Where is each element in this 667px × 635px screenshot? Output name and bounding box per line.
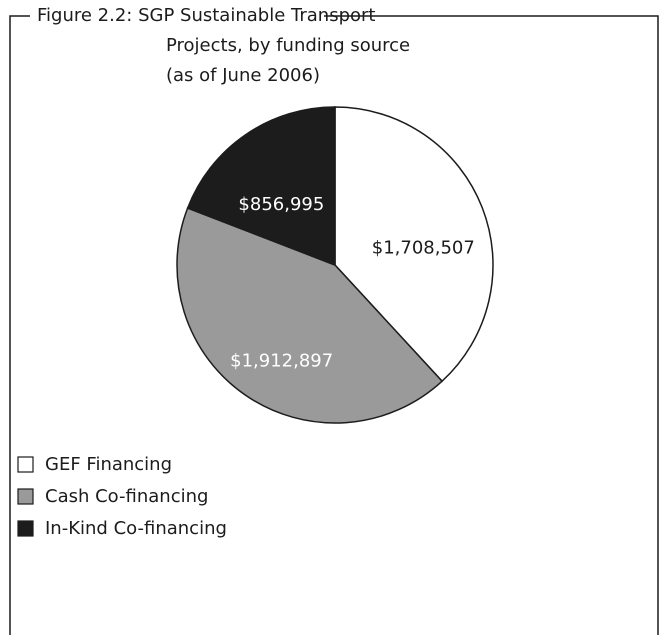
legend-swatch <box>17 456 34 473</box>
data-label: $856,995 <box>238 194 324 215</box>
legend-swatch <box>17 488 34 505</box>
chart-title: Figure 2.2: SGP Sustainable Transport <box>37 5 375 26</box>
pie-slice <box>186 106 336 267</box>
data-label: $1,912,897 <box>230 350 333 371</box>
chart-title: (as of June 2006) <box>166 65 320 86</box>
chart-title: Projects, by funding source <box>166 35 410 56</box>
data-label: $1,708,507 <box>372 238 475 259</box>
legend-label: In-Kind Co-financing <box>45 518 227 539</box>
legend-swatch <box>17 520 34 537</box>
legend-label: GEF Financing <box>45 454 172 475</box>
frame <box>324 15 659 635</box>
pie-slice <box>334 106 494 383</box>
pie-slice <box>176 207 444 424</box>
legend-label: Cash Co-financing <box>45 486 208 507</box>
frame <box>9 15 30 635</box>
